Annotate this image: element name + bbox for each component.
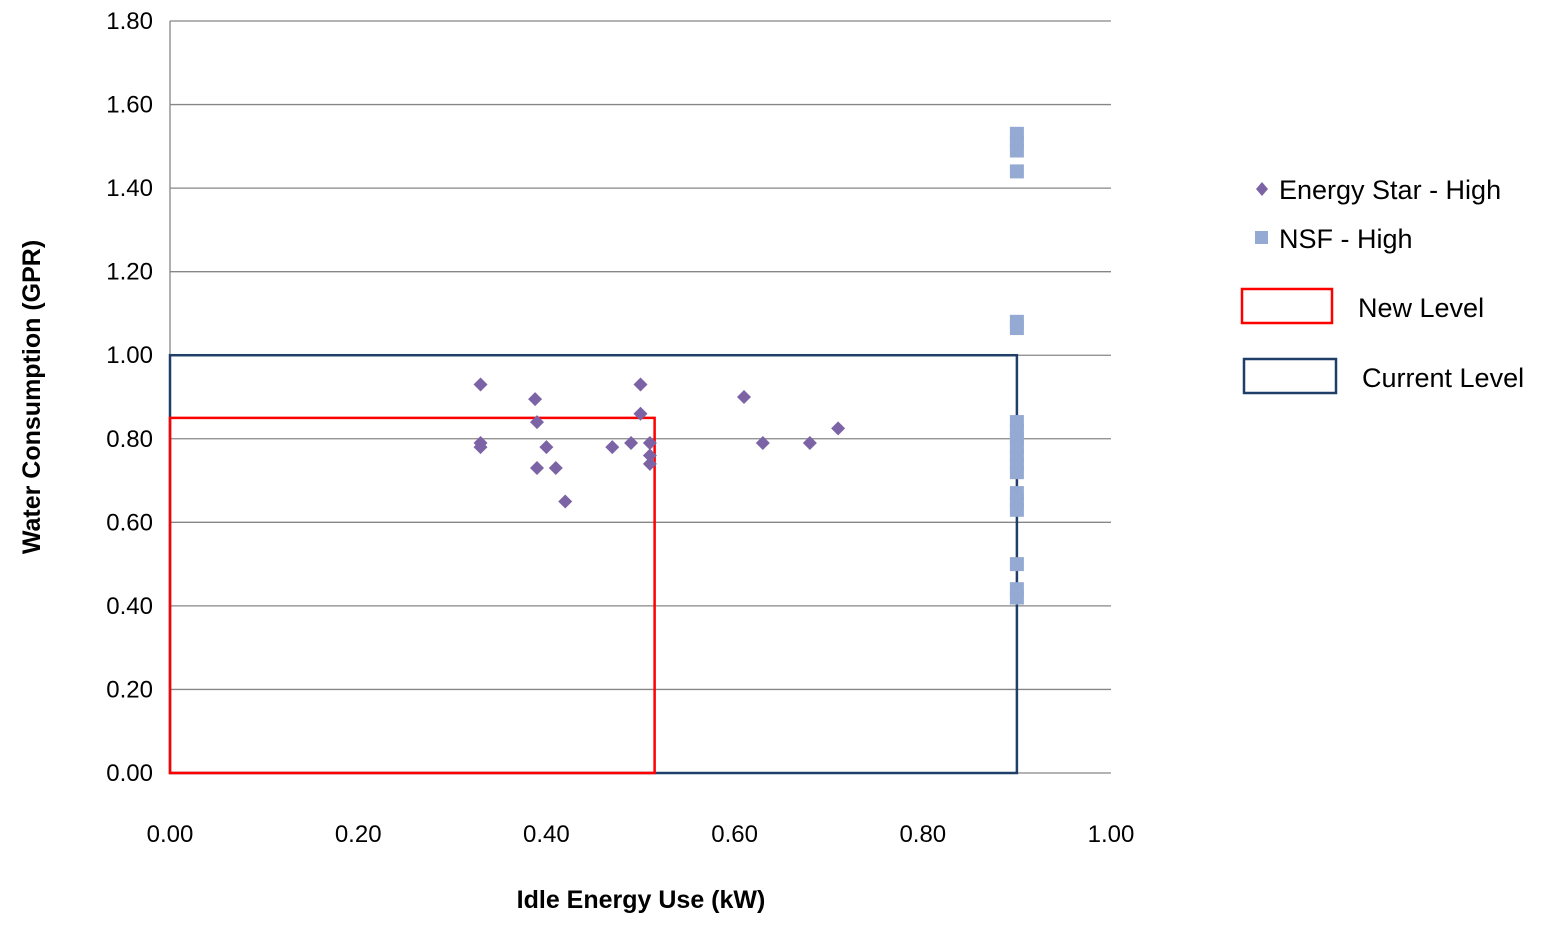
energy-star-high-point: [473, 377, 488, 392]
energy-star-high-point: [539, 440, 554, 455]
y-tick-label: 0.00: [106, 760, 153, 787]
energy-star-high-point: [642, 448, 657, 463]
y-tick-label: 1.00: [106, 342, 153, 369]
data-points: [473, 126, 1024, 605]
y-tick-label: 1.20: [106, 259, 153, 286]
energy-star-high-point: [473, 440, 488, 455]
legend-label-nsf-high: NSF - High: [1279, 224, 1413, 254]
nsf-high-point: [1009, 557, 1024, 572]
nsf-high-point: [1009, 465, 1024, 480]
energy-star-high-point: [633, 377, 648, 392]
energy-star-high-point: [831, 421, 846, 436]
y-tick-label: 1.80: [106, 8, 153, 35]
nsf-high-point: [1009, 143, 1024, 158]
y-axis-title: Water Consumption (GPR): [18, 240, 46, 554]
nsf-high-point: [1009, 321, 1024, 336]
legend-label-new-level: New Level: [1358, 293, 1484, 323]
energy-star-high-point: [529, 461, 544, 476]
nsf-high-point: [1009, 590, 1024, 605]
energy-star-high-point: [633, 406, 648, 421]
x-tick-label: 0.00: [147, 821, 194, 848]
energy-star-high-point: [548, 461, 563, 476]
energy-star-high-point: [558, 494, 573, 509]
legend-current-level-swatch: [1242, 357, 1338, 395]
energy-star-high-point: [642, 435, 657, 450]
energy-star-high-point: [605, 440, 620, 455]
energy-star-high-point: [802, 435, 817, 450]
x-axis-title: Idle Energy Use (kW): [517, 886, 766, 914]
energy-star-high-point: [624, 435, 639, 450]
y-tick-label: 1.40: [106, 175, 153, 202]
energy-star-high-point: [737, 390, 752, 404]
nsf-high-point: [1009, 502, 1024, 517]
legend-label-current-level: Current Level: [1362, 363, 1524, 393]
y-tick-label: 0.60: [106, 509, 153, 536]
x-tick-label: 0.20: [335, 821, 382, 848]
legend-diamond-marker: [1256, 182, 1268, 196]
y-tick-label: 1.60: [106, 92, 153, 119]
x-tick-label: 1.00: [1088, 821, 1135, 848]
y-tick-label: 0.80: [106, 426, 153, 453]
x-tick-label: 0.60: [711, 821, 758, 848]
energy-star-high-point: [528, 392, 543, 407]
x-tick-label: 0.40: [523, 821, 570, 848]
legend: Energy Star - High NSF - High New Level …: [1240, 175, 1524, 395]
y-tick-label: 0.40: [106, 593, 153, 620]
axes: [169, 21, 1111, 774]
legend-square-marker: [1255, 231, 1268, 244]
y-tick-label: 0.20: [106, 676, 153, 703]
legend-new-level-swatch: [1240, 287, 1334, 325]
x-tick-label: 0.80: [899, 821, 946, 848]
tick-labels: 0.00 0.20 0.40 0.60 0.80 1.00 1.20 1.40 1.60 1.80…: [106, 8, 1134, 848]
energy-star-high-point: [642, 456, 657, 471]
legend-label-energy-star-high: Energy Star - High: [1279, 175, 1501, 205]
energy-star-high-point: [755, 435, 770, 450]
nsf-high-point: [1009, 164, 1024, 179]
new-level-region: [168, 416, 656, 775]
energy-star-high-point: [529, 415, 544, 430]
level-regions: [168, 353, 1019, 775]
